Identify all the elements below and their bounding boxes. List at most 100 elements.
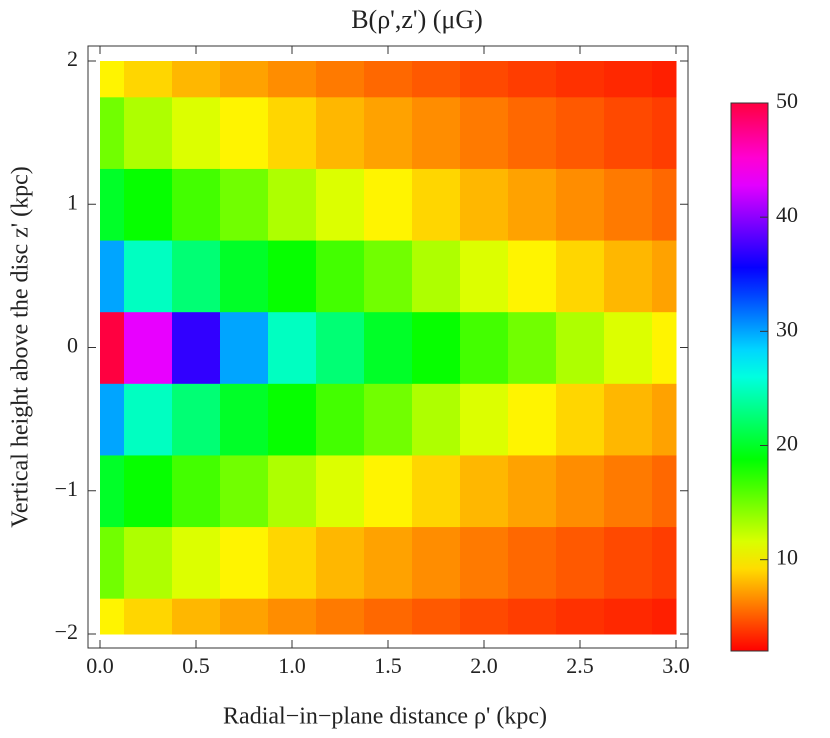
heat-cell (556, 240, 605, 313)
heat-cell (604, 383, 653, 456)
heat-cell (100, 454, 125, 528)
heat-cell (100, 240, 125, 313)
heat-cell (172, 383, 221, 456)
heat-cell (124, 454, 173, 528)
heat-cell (412, 61, 461, 98)
heat-cell (172, 96, 221, 169)
heatmap (100, 61, 677, 635)
heat-cell (556, 383, 605, 456)
heat-cell (556, 168, 605, 241)
heat-cell (316, 311, 365, 384)
heat-cell (364, 598, 413, 635)
heat-cell (556, 96, 605, 169)
heat-cell (412, 168, 461, 241)
heat-cell (268, 598, 317, 635)
heat-cell (604, 526, 653, 599)
heat-cell (220, 383, 269, 456)
heat-cell (100, 383, 125, 456)
heat-cell (124, 598, 173, 635)
heat-cell (508, 526, 557, 599)
heat-cell (364, 454, 413, 528)
heat-cell (172, 598, 221, 635)
heat-cell (124, 383, 173, 456)
heat-cell (364, 61, 413, 98)
heat-cell (412, 454, 461, 528)
heat-cell (268, 168, 317, 241)
heat-cell (652, 598, 677, 635)
heat-cell (100, 61, 125, 98)
heat-cell (100, 526, 125, 599)
heat-cell (124, 96, 173, 169)
heat-cell (652, 383, 677, 456)
heat-cell (268, 526, 317, 599)
colorbar-tick-label: 40 (776, 202, 798, 227)
heat-cell (100, 311, 125, 384)
heat-cell (412, 526, 461, 599)
heat-cell (556, 61, 605, 98)
y-tick-label: −1 (55, 476, 78, 501)
heat-cell (268, 240, 317, 313)
heat-cell (556, 526, 605, 599)
heat-cell (508, 383, 557, 456)
heat-cell (316, 240, 365, 313)
y-tick-label: −2 (55, 619, 78, 644)
heat-cell (508, 454, 557, 528)
heat-cell (100, 168, 125, 241)
heat-cell (220, 96, 269, 169)
heat-cell (172, 61, 221, 98)
heat-cell (412, 598, 461, 635)
heat-cell (460, 598, 509, 635)
heat-cell (316, 96, 365, 169)
y-tick-label: 2 (67, 46, 78, 71)
heat-cell (652, 311, 677, 384)
colorbar-tick-label: 30 (776, 316, 798, 341)
heat-cell (604, 454, 653, 528)
heat-cell (316, 383, 365, 456)
heat-cell (652, 240, 677, 313)
heat-cell (268, 383, 317, 456)
heat-cell (412, 311, 461, 384)
heat-cell (556, 454, 605, 528)
heat-cell (460, 240, 509, 313)
heat-cell (316, 454, 365, 528)
heat-cell (412, 96, 461, 169)
x-tick-label: 0.5 (182, 653, 210, 678)
heat-cell (412, 240, 461, 313)
x-tick-label: 1.5 (374, 653, 402, 678)
colorbar (730, 102, 769, 652)
colorbar-tick-label: 10 (776, 545, 798, 570)
heat-cell (604, 311, 653, 384)
x-axis-label: Radial−in−plane distance ρ' (kpc) (223, 704, 547, 730)
heat-cell (508, 96, 557, 169)
colorbar-tick-label: 50 (776, 88, 798, 113)
heat-cell (412, 383, 461, 456)
heat-cell (268, 61, 317, 98)
heat-cell (124, 168, 173, 241)
heat-cell (652, 168, 677, 241)
heat-cell (460, 168, 509, 241)
heat-cell (172, 311, 221, 384)
y-axis-label: Vertical height above the disc z' (kpc) (8, 166, 34, 528)
heat-cell (508, 240, 557, 313)
heat-cell (220, 61, 269, 98)
heat-cell (220, 526, 269, 599)
heat-cell (100, 96, 125, 169)
heat-cell (508, 598, 557, 635)
heat-cell (220, 598, 269, 635)
heat-cell (460, 61, 509, 98)
heat-cell (604, 61, 653, 98)
heat-cell (604, 598, 653, 635)
heat-cell (316, 61, 365, 98)
heat-cell (460, 454, 509, 528)
heat-cell (268, 454, 317, 528)
heat-cell (316, 598, 365, 635)
heat-cell (316, 168, 365, 241)
heat-cell (268, 311, 317, 384)
heat-cell (652, 96, 677, 169)
x-tick-label: 3.0 (662, 653, 690, 678)
colorbar-tick-label: 20 (776, 431, 798, 456)
y-tick-label: 1 (67, 189, 78, 214)
heat-cell (556, 598, 605, 635)
heat-cell (124, 240, 173, 313)
heat-cell (460, 96, 509, 169)
